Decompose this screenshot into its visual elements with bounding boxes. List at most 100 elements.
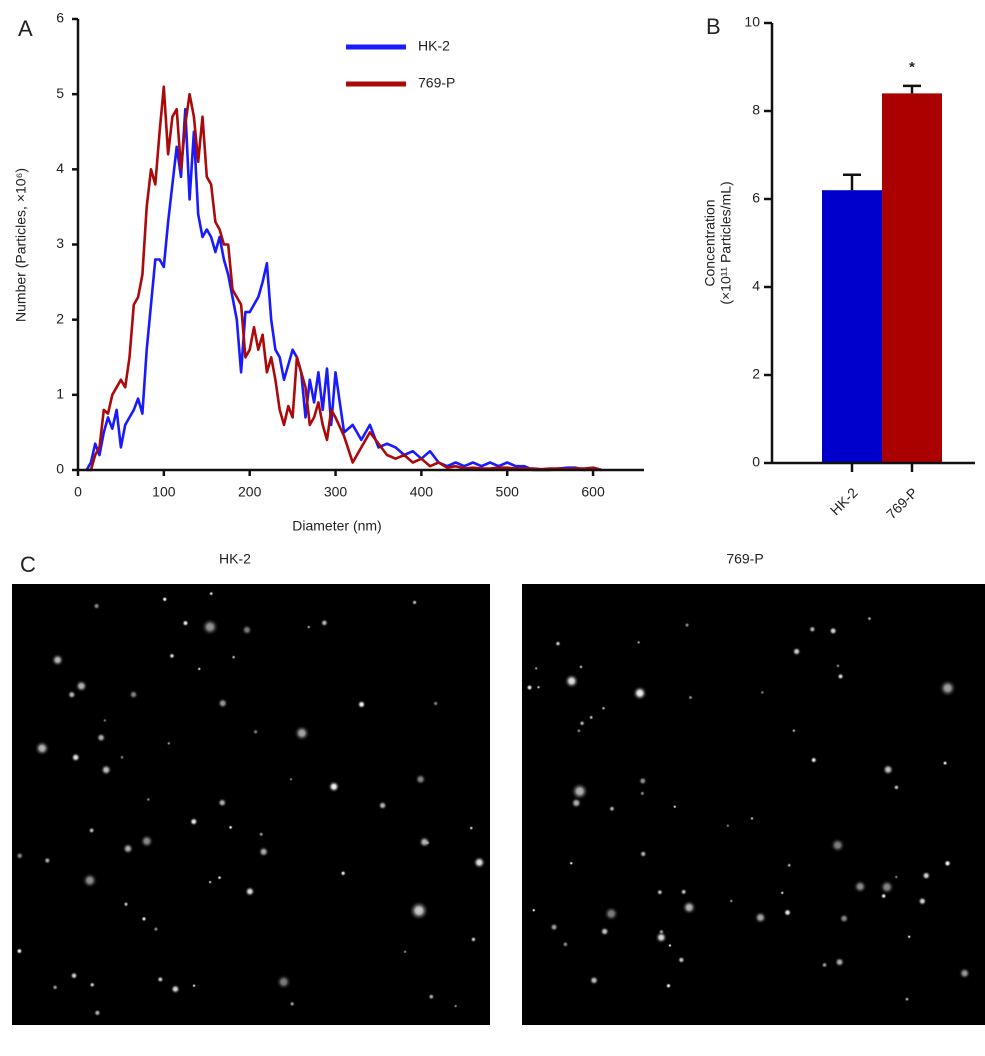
spot (562, 941, 569, 948)
particle-spots (15, 591, 971, 1017)
data-line (86, 85, 603, 472)
panel-label: B (706, 14, 721, 39)
spot (569, 861, 574, 866)
spot (608, 805, 616, 813)
spot (810, 756, 818, 764)
spot (231, 654, 236, 660)
spot (403, 949, 408, 954)
spot (432, 700, 439, 707)
x-tick-label: 100 (152, 484, 176, 500)
spot (632, 685, 648, 701)
spot (70, 971, 79, 980)
spot (588, 715, 594, 720)
spot (549, 922, 559, 932)
x-tick-label: 769-P (883, 484, 921, 522)
spot (15, 851, 24, 860)
spot (836, 672, 845, 680)
spot (74, 679, 88, 693)
spot (128, 689, 139, 700)
spot (208, 591, 214, 597)
spot (453, 1004, 458, 1009)
spot (139, 834, 154, 849)
spot (904, 996, 910, 1002)
spot (81, 872, 98, 889)
spot (123, 901, 129, 908)
spot (942, 760, 948, 766)
spot (749, 816, 755, 821)
spot (189, 817, 199, 826)
spot (293, 724, 311, 742)
y-tick-label: 2 (56, 310, 64, 326)
spot (16, 947, 23, 955)
spot (122, 842, 134, 855)
spot (43, 856, 52, 865)
spot (821, 961, 828, 969)
spot (655, 931, 668, 944)
spot (88, 826, 96, 834)
spot (830, 837, 846, 853)
y-axis-title: Concentration (702, 199, 718, 286)
spot (146, 797, 151, 802)
spot (636, 640, 641, 645)
spot (893, 784, 900, 791)
spot (725, 823, 730, 828)
y-tick-label: 3 (56, 235, 64, 251)
spot (468, 825, 474, 831)
spot (67, 690, 77, 700)
error-bar (843, 173, 861, 191)
spot (783, 908, 792, 917)
spot (907, 934, 912, 939)
x-tick-label: 600 (581, 484, 605, 500)
significance-marker: * (909, 59, 915, 75)
spot (306, 625, 311, 630)
spot (217, 697, 229, 709)
y-tick-label: 10 (744, 14, 760, 30)
spot (680, 888, 688, 896)
spot (217, 875, 222, 880)
spot (729, 898, 734, 903)
y-tick-label: 2 (752, 366, 760, 382)
spot (835, 663, 841, 669)
spot (792, 646, 802, 657)
spot (599, 926, 610, 937)
spot (411, 599, 418, 606)
y-axis-title: Number (Particles, ×10⁶) (13, 168, 29, 322)
spot (665, 982, 672, 989)
spot (578, 720, 586, 727)
spot (170, 984, 181, 995)
panel-label: A (18, 16, 33, 41)
micrograph (522, 584, 985, 1025)
spot (667, 943, 672, 948)
spot (684, 622, 690, 628)
spot (880, 892, 887, 900)
spot (943, 859, 952, 868)
image-title: HK-2 (219, 551, 251, 567)
spot (427, 993, 435, 1000)
spot (340, 870, 347, 877)
spot (357, 699, 366, 709)
y-tick-label: 1 (56, 386, 64, 402)
spot (217, 797, 228, 808)
spot (639, 790, 646, 797)
spot (578, 664, 584, 670)
y-tick-label: 0 (56, 461, 64, 477)
spot (191, 983, 197, 988)
spot (958, 967, 971, 980)
spot (102, 718, 107, 723)
x-tick-label: 200 (238, 484, 262, 500)
x-tick-label: 500 (496, 484, 520, 500)
spot (289, 1001, 296, 1007)
spot (780, 890, 785, 895)
spot (470, 936, 477, 943)
bar (882, 93, 942, 464)
micrograph (12, 584, 490, 1025)
spot (791, 728, 797, 733)
spot (377, 800, 388, 811)
spot (241, 624, 253, 636)
image-title: 769-P (726, 551, 763, 567)
spot (534, 666, 539, 671)
spot (638, 776, 648, 786)
spot (672, 804, 677, 809)
y-axis-title: (×10¹¹ Particles/mL) (718, 181, 734, 304)
